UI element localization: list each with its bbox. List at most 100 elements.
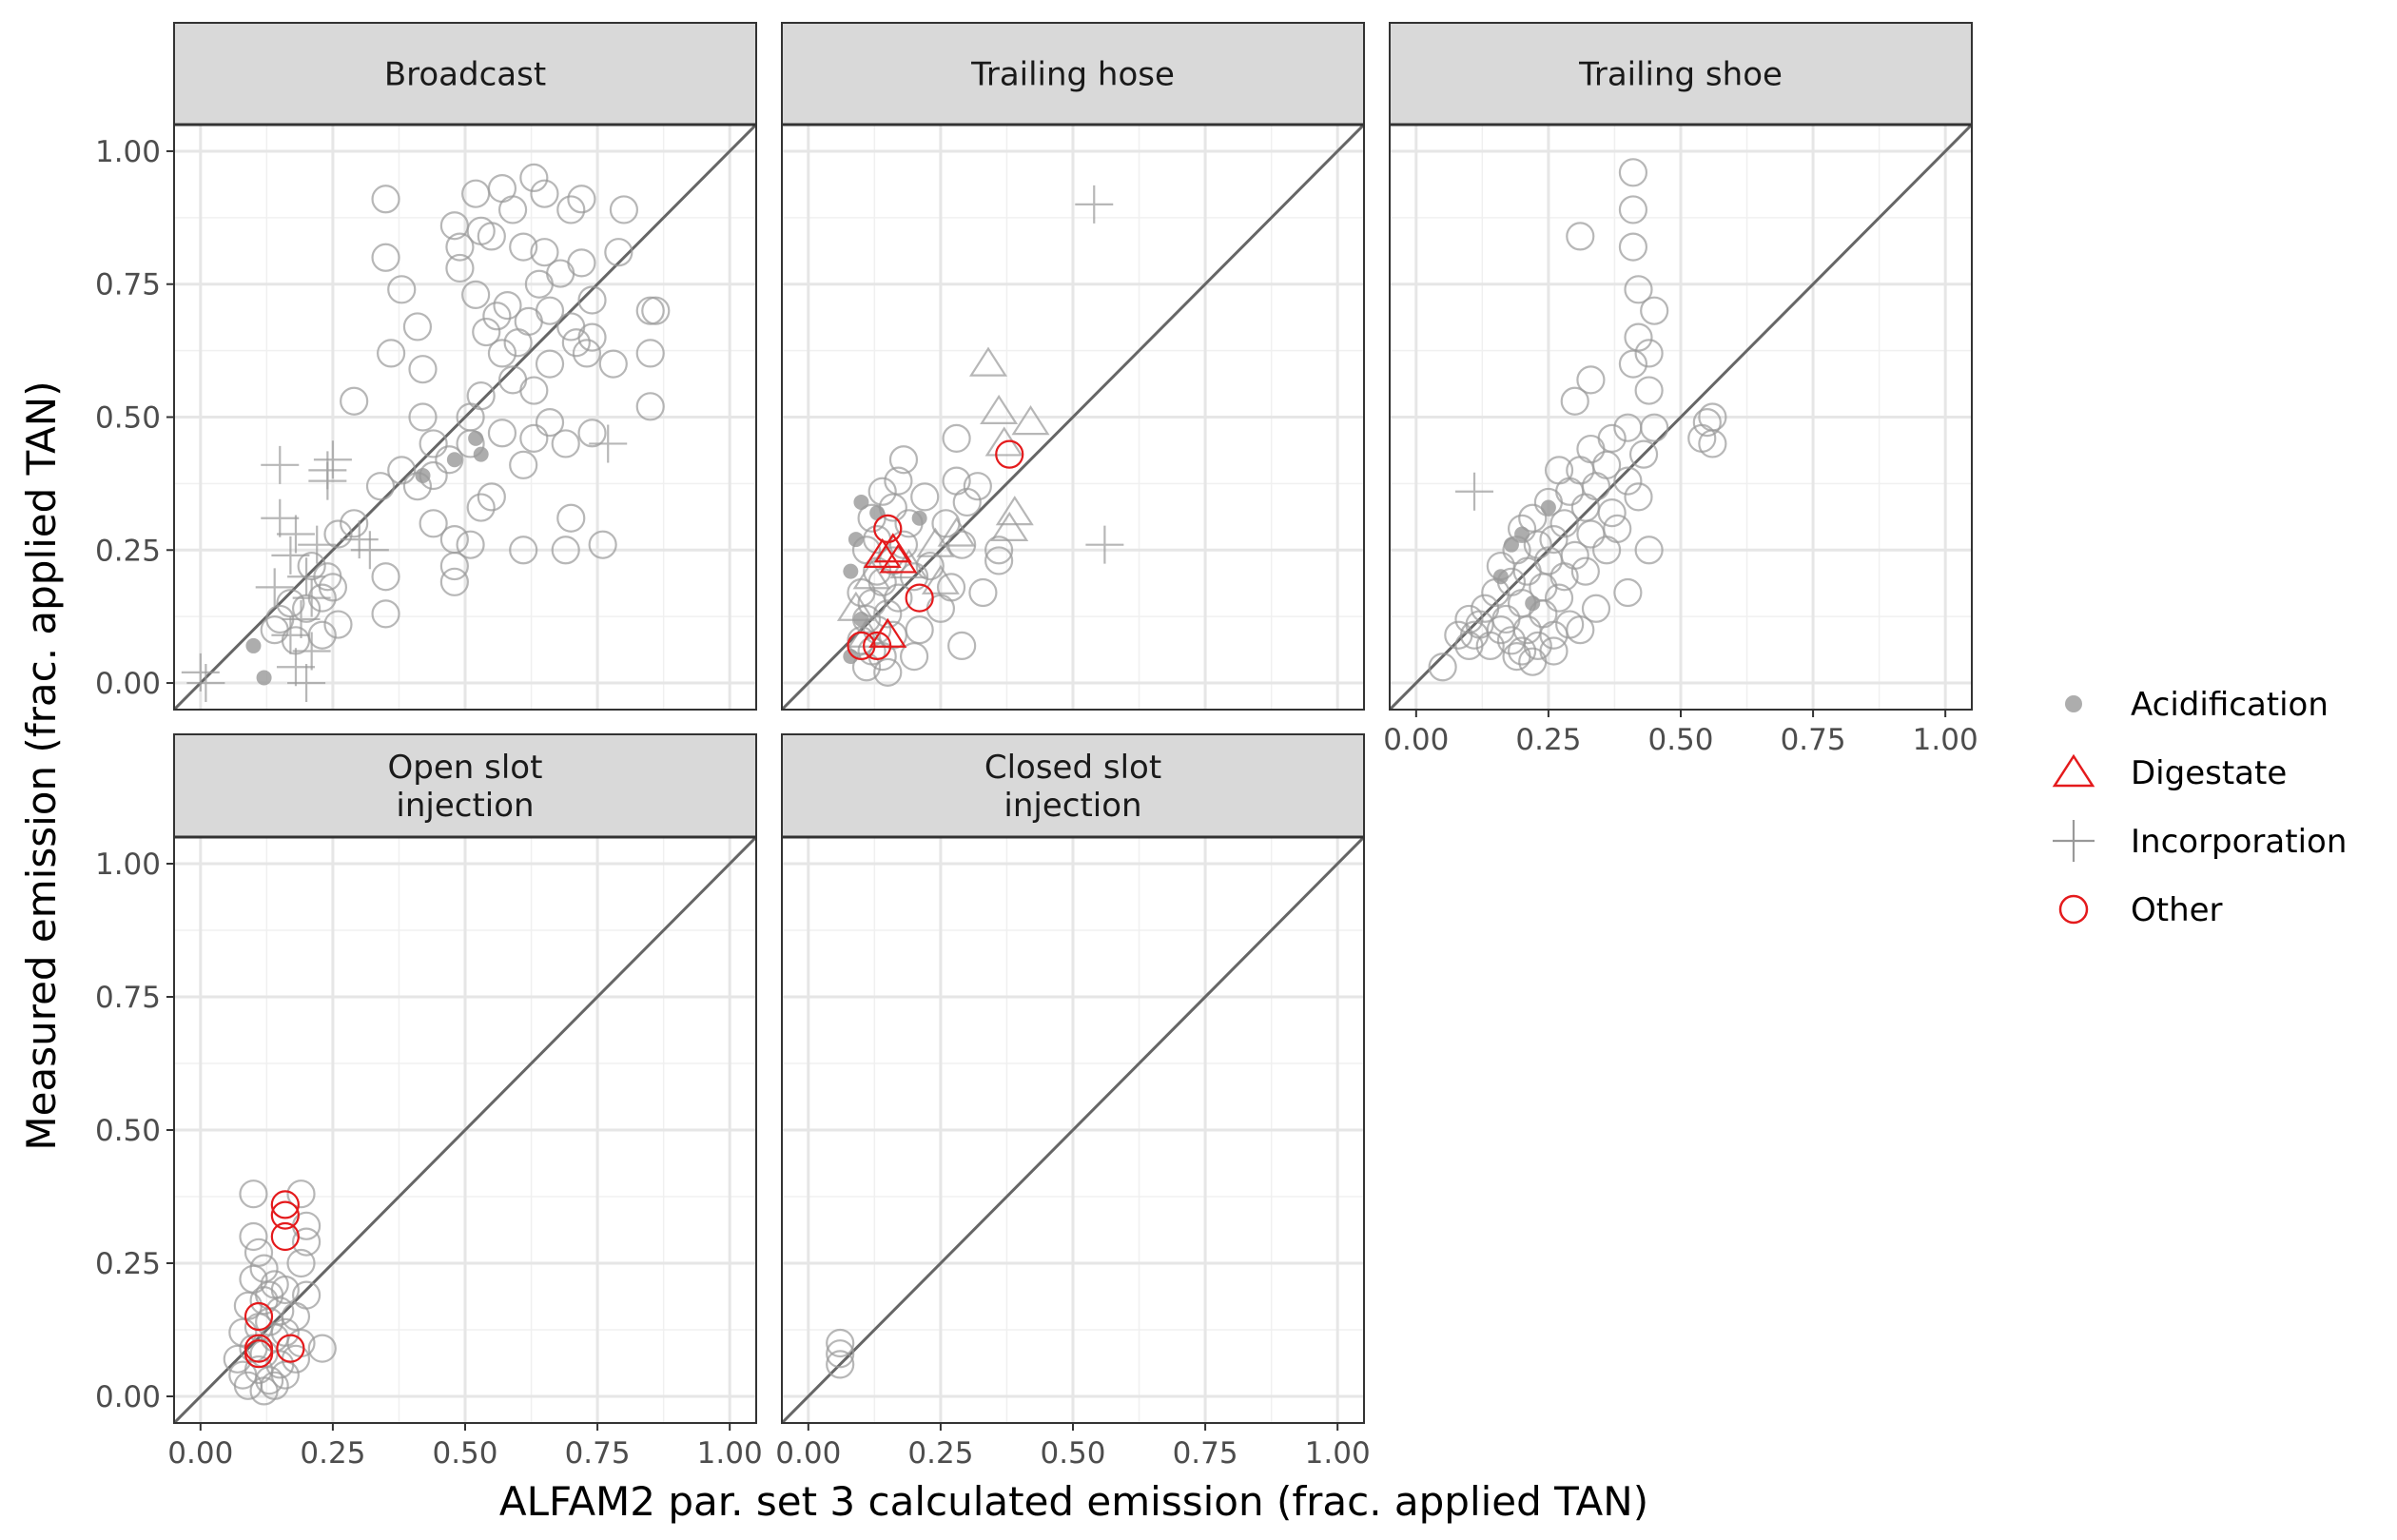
point-acidification [446,452,462,468]
point-other [577,322,607,352]
strip-label-line: Broadcast [384,56,546,94]
point-other [408,402,438,432]
point-other [408,355,438,384]
points [181,163,671,703]
point-other [1576,365,1606,395]
point-other [1634,376,1664,405]
point-other [1618,158,1648,187]
point-incorporation [181,653,220,692]
point-incorporation [350,531,389,570]
point-other [497,195,528,224]
point-other [1692,407,1722,438]
point-other [461,179,491,208]
point-other [371,243,400,272]
point-acidification [853,494,869,510]
point-digestate [916,527,955,557]
point-other [487,339,517,368]
point-digestate [836,591,875,621]
point-other [888,445,919,475]
point-other [323,610,353,639]
y-tick-label: 0.25 [95,534,161,568]
point-acidification [256,670,272,686]
strip-label-line: injection [396,787,534,825]
point-other [915,551,945,581]
point-incorporation [313,440,352,479]
point-other [1613,466,1643,496]
point-other [524,269,554,299]
point-other [556,195,586,224]
legend-key [2052,753,2095,788]
point-acidification [1540,499,1556,516]
point-other [910,482,940,512]
strip-label: Trailing hose [970,56,1175,94]
x-tick-label: 0.50 [1040,1436,1105,1471]
y-axis-title: Measured emission (frac. applied TAN) [18,380,65,1150]
point-acidification [468,430,484,446]
point-other [445,253,475,283]
point-other [905,583,934,613]
point-other [503,328,533,358]
point-other [270,1317,300,1347]
point-other [239,1179,268,1209]
point-other [509,450,538,479]
point-acidification [848,532,864,548]
strip-label-line: Closed slot [984,749,1161,787]
point-other [519,376,549,405]
x-tick-label: 1.00 [1913,723,1978,757]
point-other [1634,339,1664,368]
point-other [826,1328,855,1358]
point-other [530,238,559,267]
point-other [466,493,496,522]
point-other [984,536,1014,565]
point-other [567,185,596,214]
point-other [577,285,607,315]
points [223,1179,337,1406]
point-other [572,339,602,368]
point-other [439,551,469,581]
point-acidification [245,637,262,653]
point-incorporation [287,664,326,703]
point-incorporation [308,461,347,500]
point-other [598,349,628,379]
point-other [551,429,580,458]
point-other [270,1221,300,1252]
point-digestate [889,549,928,579]
point-other [472,317,501,347]
one-to-one-line [782,837,1364,1423]
point-other [239,1221,268,1252]
panel-4: Open slot injection 0.00 0.25 0.50 0.75 1.00 0.… [95,733,763,1471]
strip-background [781,22,1365,126]
point-incorporation [186,664,225,703]
legend-item-incorporation: Incorporation [2053,820,2347,862]
y-tick-label: 1.00 [95,848,161,882]
point-other [947,631,977,661]
points [836,185,1124,687]
y-tick-label: 0.25 [95,1247,161,1281]
strip-label: Closed slot injection [984,749,1161,825]
point-other [1518,647,1548,676]
point-other [1581,594,1611,623]
point-other [244,1301,274,1332]
point-other [1428,653,1457,682]
y-tick-label: 0.75 [95,981,161,1015]
point-other [873,657,903,687]
point-other [1624,275,1653,304]
point-other [1533,487,1564,517]
legend-item-acidification: Acidification [2065,686,2329,724]
point-digestate [937,517,976,547]
point-other [509,232,538,262]
point-other [519,163,549,193]
point-digestate [995,496,1034,526]
point-incorporation [261,498,300,537]
point-incorporation [261,445,300,484]
point-other [387,456,417,485]
point-other [1507,514,1537,544]
point-other [1507,636,1537,666]
point-other [952,487,982,517]
strip-label: Open slot injection [388,749,543,825]
point-other [291,1227,322,1257]
point-incorporation [287,557,326,596]
point-incorporation [1085,525,1124,564]
point-other [899,641,929,672]
